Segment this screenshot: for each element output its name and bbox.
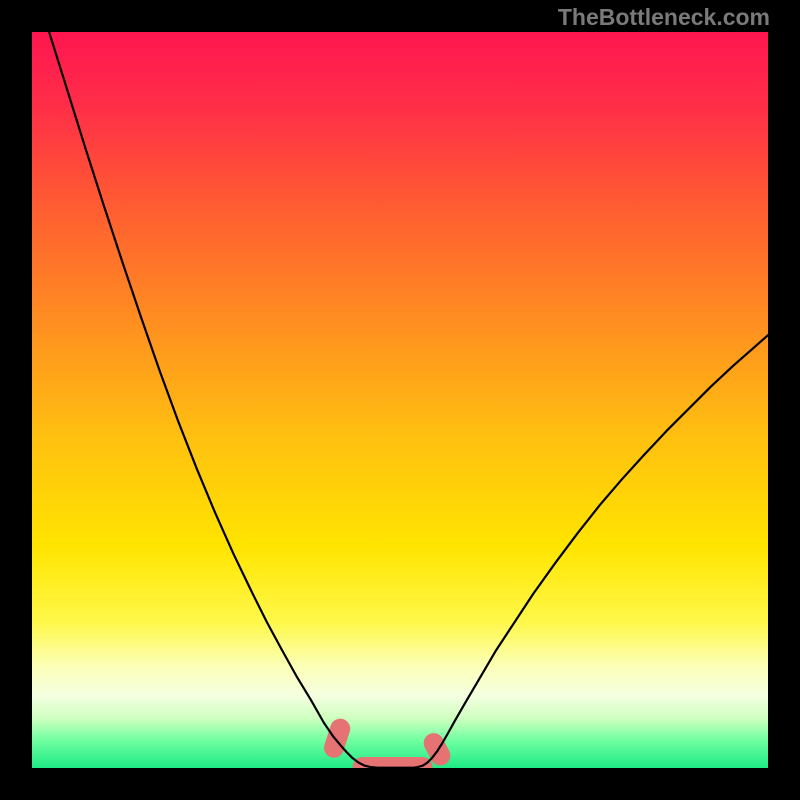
- plot-frame: [30, 30, 770, 770]
- chart-stage: TheBottleneck.com: [0, 0, 800, 800]
- watermark-text: TheBottleneck.com: [558, 4, 770, 31]
